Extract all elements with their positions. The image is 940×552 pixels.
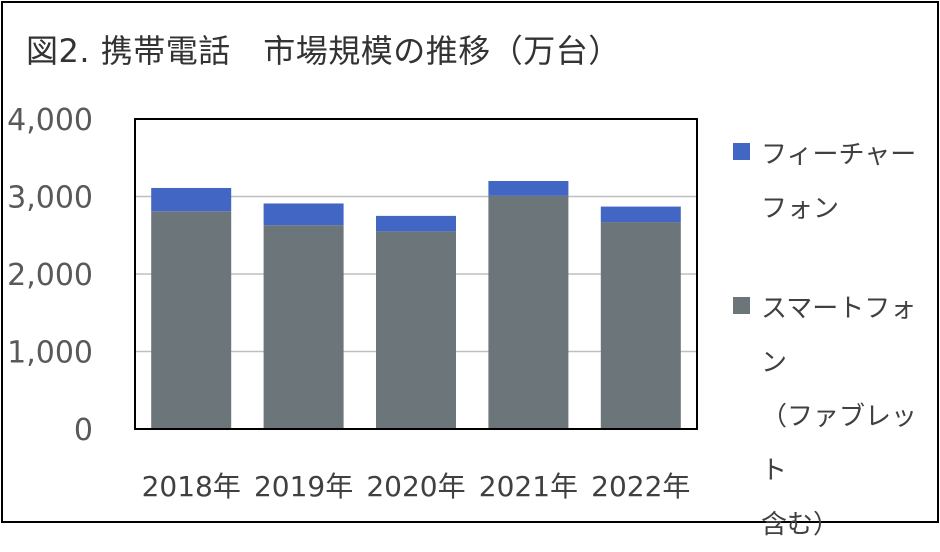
x-tick-label: 2020年: [366, 470, 465, 503]
bar-smartphone: [151, 211, 232, 429]
bar-feature-phone: [376, 215, 456, 232]
legend-label-smartphone: スマートフォン （ファブレット 含む）: [761, 294, 918, 540]
bar-feature-phone: [151, 187, 232, 212]
bar-smartphone: [600, 222, 681, 429]
bar-smartphone: [376, 231, 456, 429]
chart-title: 図2. 携帯電話 市場規模の推移（万台）: [26, 32, 621, 70]
bar-chart: 0 1,000 2,000 3,000 4,000 2018年 2019年 2020年 2021…: [7, 103, 698, 503]
legend-label-feature-phone: フィーチャー フォン: [761, 140, 917, 224]
y-tick-label: 0: [74, 413, 93, 448]
legend: フィーチャー フォン スマートフォン （ファブレット 含む）: [733, 128, 933, 552]
bar-feature-phone: [263, 203, 344, 226]
legend-swatch-feature-phone: [733, 143, 750, 160]
bar-smartphone: [488, 195, 569, 429]
x-tick-label: 2019年: [254, 470, 353, 503]
plot-area-border: [134, 118, 698, 430]
y-tick-label: 4,000: [7, 103, 93, 138]
legend-entry-feature-phone: フィーチャー フォン: [733, 128, 933, 236]
x-tick-label: 2021年: [479, 470, 578, 503]
legend-entry-smartphone: スマートフォン （ファブレット 含む）: [733, 282, 933, 552]
y-tick-label: 3,000: [7, 181, 93, 216]
x-tick-label: 2022年: [591, 470, 690, 503]
y-tick-label: 2,000: [7, 258, 93, 293]
y-tick-label: 1,000: [7, 336, 93, 371]
bar-feature-phone: [600, 206, 681, 223]
legend-swatch-smartphone: [733, 297, 750, 314]
bar-feature-phone: [488, 181, 569, 196]
x-tick-label: 2018年: [142, 470, 241, 503]
bar-smartphone: [263, 225, 344, 429]
